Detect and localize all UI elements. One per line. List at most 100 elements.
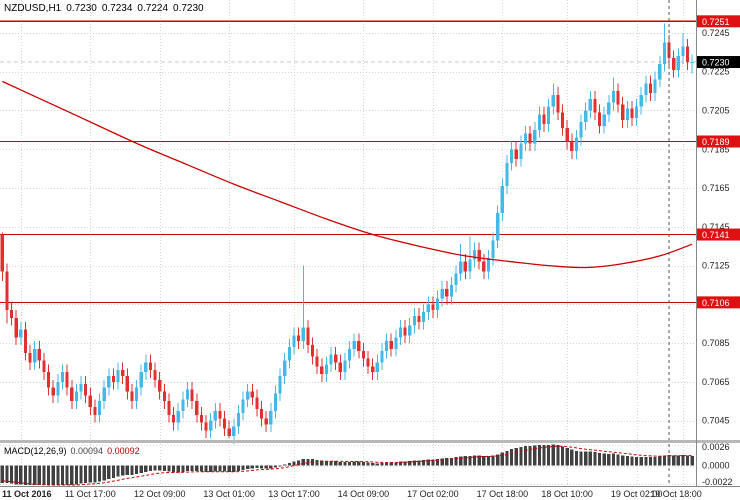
candle-body [301,327,305,342]
candle-body [514,149,518,159]
candle-body [560,112,565,128]
candle-body [107,376,111,388]
candle-body [412,315,416,326]
moving-average-line [2,80,693,269]
candle-body [635,106,639,119]
candle-body [70,387,74,402]
candle-body [463,261,467,272]
candle-body [371,366,375,373]
candle-body [172,414,176,423]
pane-separator[interactable] [0,440,740,443]
candle-body [269,410,273,425]
candle-body [148,362,153,371]
symbol-ohlc-label: NZDUSD,H1 0.7230 0.7234 0.7224 0.7230 [4,3,209,14]
candle-body [662,42,666,64]
candle-body [653,79,657,94]
candle-body [505,162,509,187]
macd-axis-label: -0.0022 [702,477,733,487]
candle-body [33,348,37,363]
candle-body [472,250,477,260]
horizontal-level-lines[interactable] [0,20,696,303]
candle-body [639,94,643,107]
candle-body [394,337,398,349]
price-axis-label: 0.7165 [702,183,730,193]
candle-body [79,383,83,392]
candle-body [366,358,370,367]
candle-body [398,327,403,338]
candle-body [648,83,653,94]
candle-body [431,304,435,311]
bar-open: 0.7230 [66,3,97,14]
candle-body [644,83,648,95]
candle-body [630,108,634,119]
candle-body [607,102,611,115]
candle-body [42,360,46,373]
bar-close: 0.7230 [173,3,204,14]
candle-body [213,410,217,421]
candle-body [611,91,616,103]
candle-body [130,391,134,402]
candle-body [579,122,583,138]
time-axis-label: 17 Oct 02:00 [407,489,459,499]
candle-body [176,410,180,423]
candle-body [329,354,333,365]
time-axis[interactable]: 11 Oct 2016 11 Oct 17:00 12 Oct 09:00 13 Oc… [2,489,702,499]
svg-text:0.7189: 0.7189 [702,137,730,147]
candle-body [523,133,528,144]
candle-body [389,341,393,349]
candle-body [556,94,560,113]
candle-body [435,298,440,311]
time-axis-label: 12 Oct 09:00 [134,489,186,499]
candle-body [482,261,486,272]
candle-body [56,381,60,396]
candle-body [14,317,18,338]
candle-body [690,62,694,64]
candle-body [162,391,166,402]
candle-body [9,310,14,318]
candle-body [306,327,310,346]
candle-body [616,91,620,105]
macd-indicator-label: MACD(12,26,9) 0.00094 0.00092 [4,446,140,456]
candle-body [324,364,328,375]
candle-body [51,387,55,396]
candle-body [357,341,361,351]
candle-body [426,304,430,313]
price-axis-label: 0.7145 [702,222,730,232]
candle-body [134,387,139,402]
candle-body [621,104,625,121]
candle-body [343,360,347,373]
candle-body [537,114,541,130]
candle-body [199,414,203,423]
candle-body [283,360,287,377]
candle-body [232,426,236,437]
candle-body [125,376,129,392]
candle-body [93,407,97,415]
candle-body [121,370,125,377]
candle-body [602,114,606,126]
candle-body [74,391,78,402]
price-axis[interactable]: 0.72450.72250.72050.71850.71650.71450.71… [702,28,733,487]
candle-body [347,348,352,361]
candle-body [672,58,676,70]
candle-body [65,372,69,388]
candle-body [574,137,579,152]
candle-body [190,389,194,402]
svg-text:0.7106: 0.7106 [702,298,730,308]
candle-body [361,350,366,359]
price-axis-label: 0.7085 [702,338,730,348]
candle-body [102,387,106,402]
candle-body [491,240,495,258]
price-axis-label: 0.7245 [702,28,730,38]
candle-body [445,288,449,297]
candle-body [246,391,250,400]
candle-body [338,362,342,373]
candle-body [625,108,629,121]
price-axis-label: 0.7125 [702,261,730,271]
level-price-tag: 0.7141 [697,228,740,241]
candle-body [588,98,592,111]
svg-text:0.7141: 0.7141 [702,230,730,240]
candle-body [158,379,162,392]
candle-body [278,376,282,394]
candle-body [584,110,588,123]
